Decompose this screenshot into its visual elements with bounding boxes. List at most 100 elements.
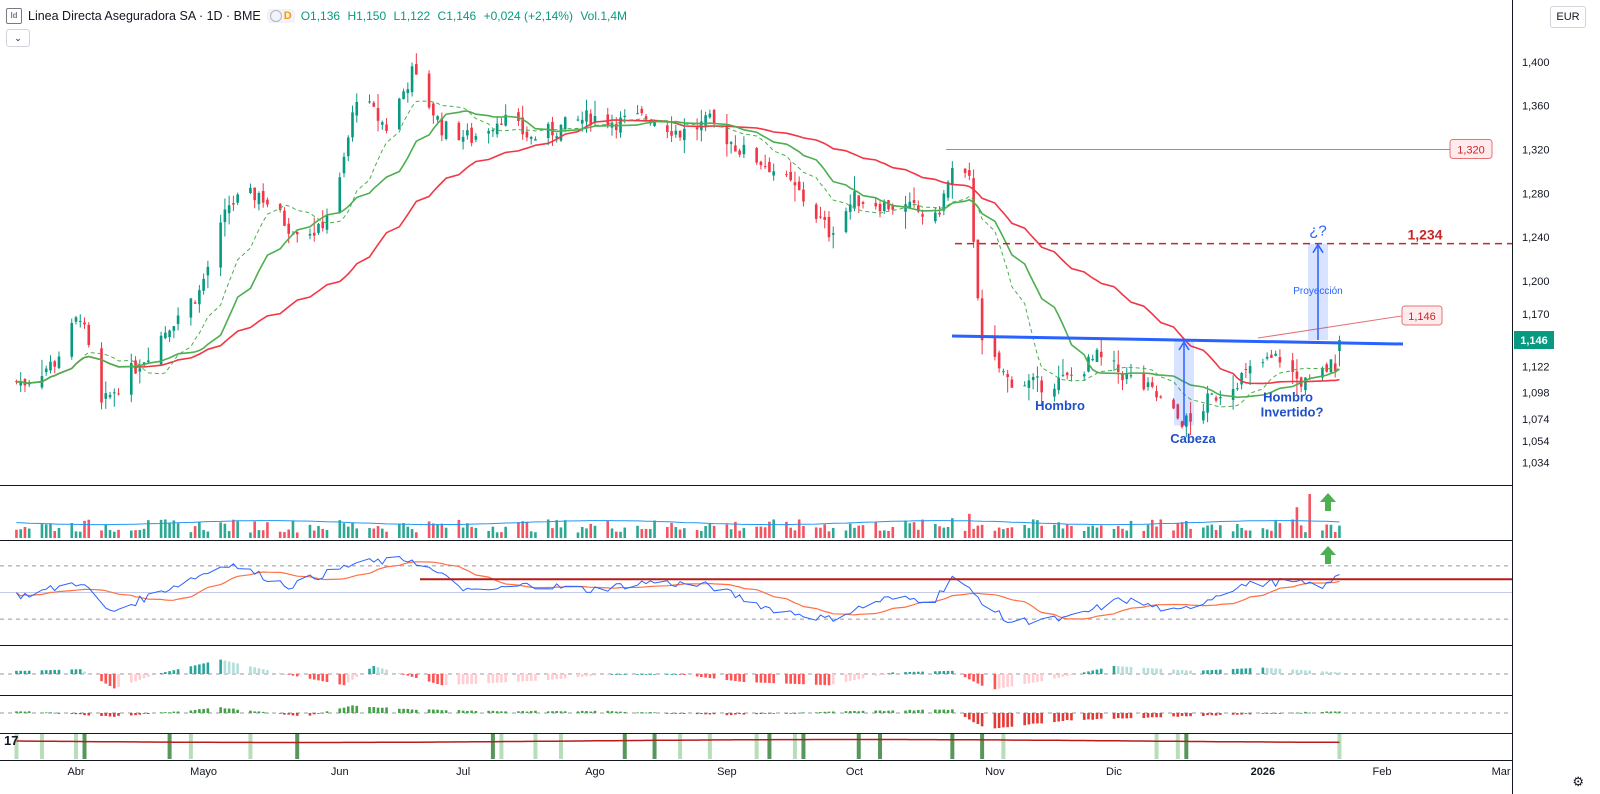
volume-bar — [427, 521, 431, 538]
volume-bar — [648, 529, 652, 538]
vo-hist-bar — [40, 712, 44, 714]
candle-body — [1010, 379, 1014, 388]
candle-body — [440, 118, 444, 136]
volume-bar — [1155, 526, 1158, 538]
vo-hist-bar — [19, 711, 22, 713]
vo-hist-bar — [1291, 712, 1294, 714]
macd-hist-bar — [1010, 674, 1014, 687]
symbol-logo[interactable]: ld — [6, 8, 22, 24]
bottom-signal-bar — [767, 734, 772, 759]
vo-hist-bar — [546, 711, 550, 713]
vo-hist-bar — [398, 708, 401, 713]
macd-hist-bar — [793, 674, 797, 684]
volume-bar — [1325, 524, 1328, 538]
ohlc-high: H1,150 — [347, 9, 387, 23]
candle-body — [1265, 356, 1269, 359]
macd-hist-bar — [15, 670, 18, 674]
volume-bar — [74, 531, 78, 538]
candle-body — [189, 298, 193, 318]
candle-body — [772, 171, 775, 176]
vo-hist-bar — [585, 711, 588, 713]
volume-bar — [346, 526, 350, 538]
volume-bar — [546, 519, 550, 538]
candle-body — [704, 115, 707, 126]
macd-hist-bar — [1116, 666, 1120, 674]
volume-bar — [529, 531, 533, 538]
candle-body — [734, 145, 737, 152]
vo-hist-bar — [1219, 713, 1222, 715]
volume-bar — [312, 530, 316, 538]
candle-body — [1091, 358, 1095, 361]
macd-hist-bar — [1150, 668, 1154, 674]
last-price-label: 1,146 — [1520, 335, 1548, 347]
macd-hist-bar — [963, 674, 967, 678]
vo-hist-bar — [734, 713, 737, 715]
volume-bar — [678, 529, 682, 538]
volume-bar — [993, 530, 997, 538]
macd-hist-bar — [1172, 669, 1175, 674]
candle-body — [27, 383, 31, 385]
candle-body — [695, 127, 699, 130]
candle-body — [283, 210, 286, 226]
volume-bar — [857, 525, 861, 538]
time-axis-label: Nov — [985, 766, 1005, 778]
macd-hist-bar — [921, 671, 924, 674]
currency-selector[interactable]: EUR — [1550, 6, 1586, 28]
candle-body — [529, 136, 533, 139]
volume-bar — [193, 526, 197, 538]
symbol-title[interactable]: Linea Directa Aseguradora SA · 1D · BME — [28, 9, 261, 23]
volume-bar — [372, 528, 376, 538]
macd-hist-bar — [789, 674, 792, 684]
candle-body — [1027, 380, 1031, 388]
candle-body — [555, 136, 559, 139]
vo-hist-bar — [678, 713, 682, 714]
vo-hist-bar — [402, 708, 405, 713]
macd-hist-bar — [1236, 668, 1239, 674]
volume-bar — [666, 527, 669, 538]
vo-hist-bar — [1261, 713, 1265, 714]
volume-bar — [912, 522, 916, 538]
volume-bar — [198, 521, 201, 538]
vo-hist-bar — [1210, 713, 1214, 716]
candle-body — [972, 178, 975, 242]
time-axis-label: Jun — [331, 766, 349, 778]
macd-hist-bar — [534, 674, 537, 681]
gear-icon[interactable]: ⚙ — [1572, 774, 1584, 789]
volume-bar — [729, 529, 733, 538]
macd-hist-bar — [117, 674, 120, 687]
vo-hist-bar — [355, 705, 359, 713]
macd-hist-bar — [432, 674, 435, 683]
volume-bar — [172, 520, 176, 538]
vo-hist-bar — [1053, 713, 1056, 723]
candle-body — [176, 315, 180, 324]
chevron-down-icon[interactable]: ⌄ — [6, 29, 30, 47]
candle-body — [112, 392, 116, 394]
macd-hist-bar — [844, 674, 848, 682]
vo-hist-bar — [1338, 711, 1341, 713]
bottom-signal-bar — [652, 734, 657, 759]
price-axis-label: 1,320 — [1522, 145, 1550, 157]
vo-hist-bar — [666, 713, 669, 714]
vo-hist-bar — [963, 713, 967, 718]
volume-bar — [1244, 530, 1248, 538]
status-pill[interactable]: D — [266, 9, 295, 23]
vo-hist-bar — [844, 711, 848, 713]
macd-hist-bar — [398, 673, 401, 674]
candle-body — [614, 124, 618, 131]
macd-hist-bar — [500, 674, 503, 683]
vo-hist-bar — [1180, 713, 1184, 716]
volume-bar — [708, 523, 712, 538]
volume-bar — [972, 528, 975, 538]
candle-body — [1053, 388, 1056, 397]
candle-body — [980, 298, 984, 341]
volume-bar — [734, 521, 737, 538]
macd-hist-bar — [623, 674, 627, 675]
market-status-icon — [269, 10, 282, 22]
vo-hist-bar — [1270, 713, 1273, 714]
macd-hist-bar — [683, 674, 686, 675]
macd-hist-bar — [997, 674, 1001, 689]
candle-body — [1248, 366, 1252, 374]
volume-bar — [1176, 523, 1180, 538]
vo-hist-bar — [1159, 713, 1163, 718]
